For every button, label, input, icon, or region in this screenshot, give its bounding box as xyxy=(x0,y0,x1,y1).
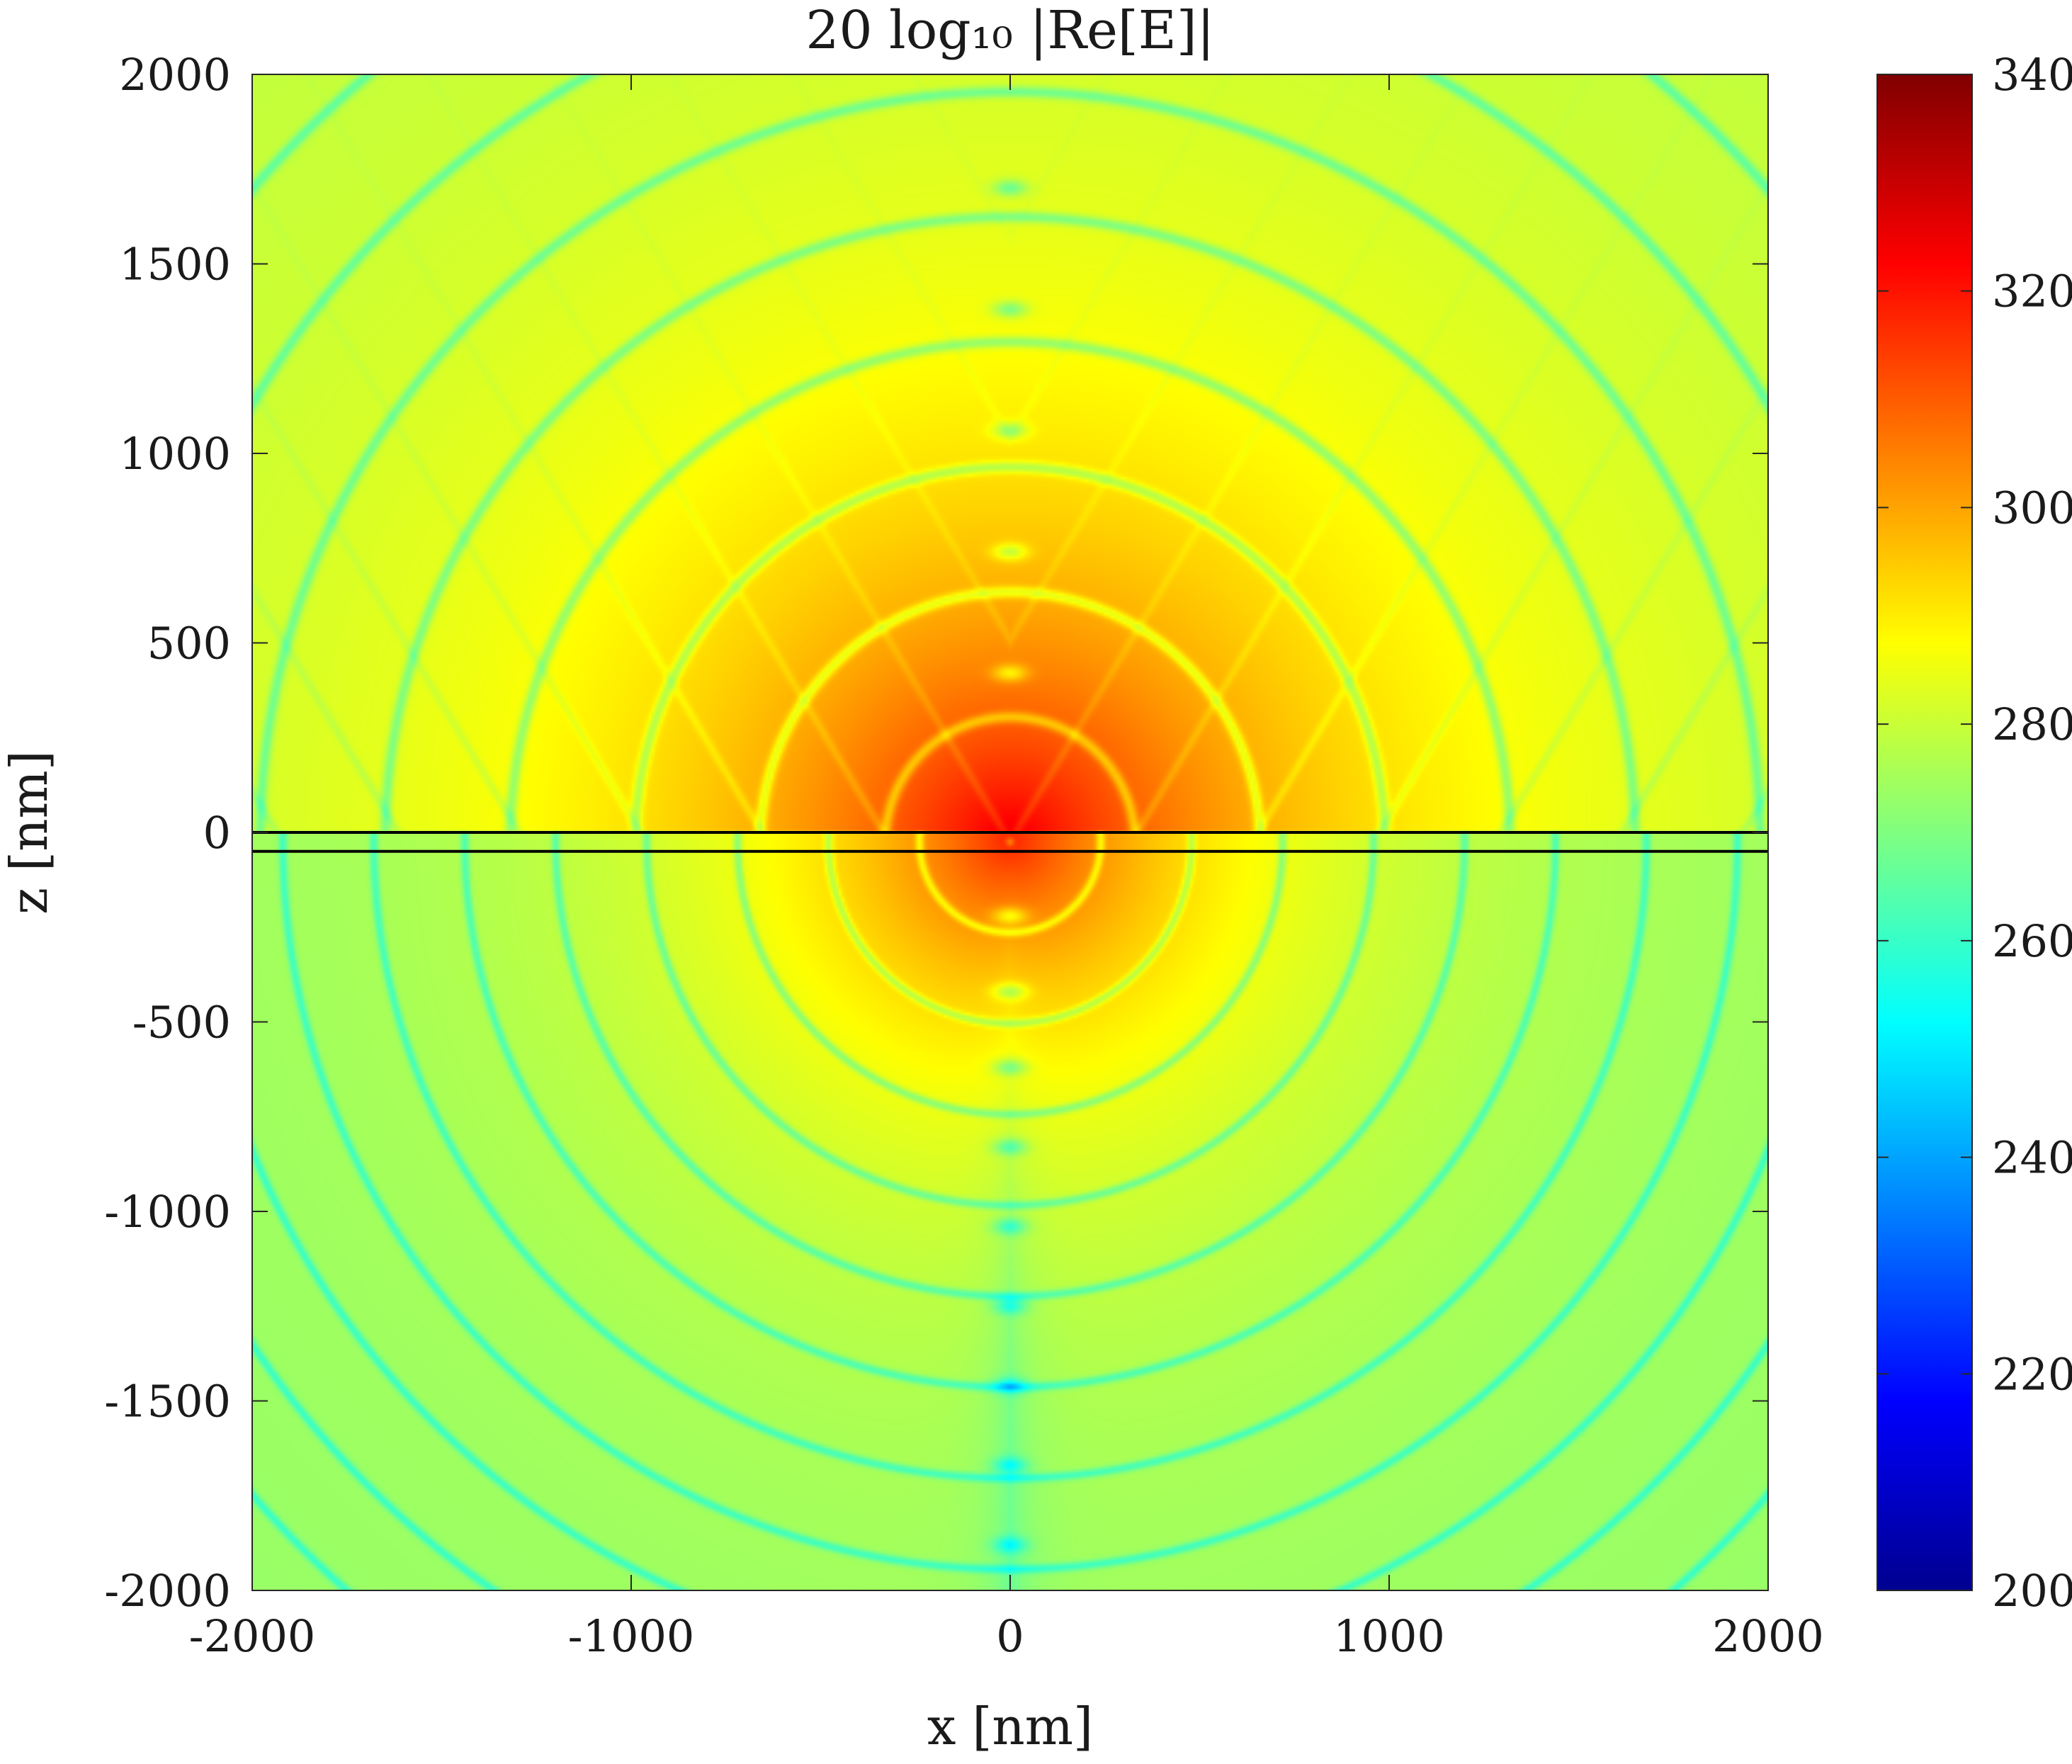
x-tick-label: -2000 xyxy=(189,1610,316,1662)
y-tick-label: 1500 xyxy=(119,239,231,290)
y-tick-label: 2000 xyxy=(119,49,231,101)
x-tick-label: 0 xyxy=(996,1610,1024,1662)
chart-title: 20 log₁₀ |Re[E]| xyxy=(805,0,1214,61)
y-axis-label: z [nm] xyxy=(0,750,59,915)
x-tick-label: -1000 xyxy=(568,1610,695,1662)
x-axis-label: x [nm] xyxy=(927,1697,1093,1756)
y-tick-label: 500 xyxy=(147,618,231,669)
colorbar-tick-label: 260 xyxy=(1992,915,2072,967)
colorbar-tick-label: 220 xyxy=(1992,1348,2072,1400)
y-tick-label: -500 xyxy=(132,997,231,1048)
y-tick-label: -1500 xyxy=(104,1376,231,1427)
y-tick-label: -2000 xyxy=(104,1565,231,1617)
colorbar-tick-label: 280 xyxy=(1992,699,2072,750)
y-tick-label: 0 xyxy=(203,807,231,859)
colorbar-tick-label: 300 xyxy=(1992,482,2072,533)
colorbar: 200 220 240 260 280 300 320 340 xyxy=(1876,49,2072,1617)
colorbar-ticks: 200 220 240 260 280 300 320 340 xyxy=(1877,49,2072,1617)
colorbar-gradient xyxy=(1876,74,1973,1591)
colorbar-tick-label: 240 xyxy=(1992,1132,2072,1184)
colorbar-tick-label: 340 xyxy=(1992,49,2072,101)
y-tick-label: 1000 xyxy=(119,428,231,480)
colorbar-tick-label: 200 xyxy=(1992,1565,2072,1617)
x-axis: -2000 -1000 0 1000 2000 xyxy=(189,74,1824,1662)
colorbar-tick-label: 320 xyxy=(1992,266,2072,317)
plot-area xyxy=(251,74,1769,1591)
y-tick-label: -1000 xyxy=(104,1186,231,1238)
x-tick-label: 1000 xyxy=(1333,1610,1445,1662)
y-axis: 2000 1500 1000 500 0 -500 -1000 -1500 -2000 xyxy=(104,49,1768,1617)
x-tick-label: 2000 xyxy=(1712,1610,1824,1662)
interface-lines xyxy=(252,831,1768,853)
